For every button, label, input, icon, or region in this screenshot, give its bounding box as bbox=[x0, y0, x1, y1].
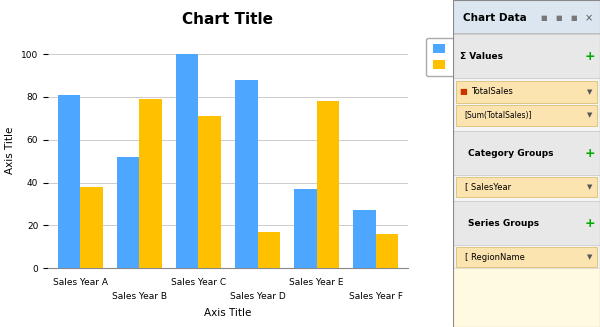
Bar bbox=[176, 54, 199, 268]
FancyBboxPatch shape bbox=[453, 268, 600, 327]
Text: Σ Values: Σ Values bbox=[460, 52, 503, 61]
FancyBboxPatch shape bbox=[456, 81, 597, 103]
Text: ▼: ▼ bbox=[587, 112, 592, 118]
FancyBboxPatch shape bbox=[453, 34, 600, 78]
Text: Sales Year D: Sales Year D bbox=[230, 292, 286, 301]
Title: Chart Title: Chart Title bbox=[182, 12, 274, 27]
Bar bbox=[257, 232, 280, 268]
Text: Chart Data: Chart Data bbox=[463, 13, 527, 23]
Text: ■: ■ bbox=[459, 87, 467, 96]
Text: ▼: ▼ bbox=[587, 184, 592, 190]
FancyBboxPatch shape bbox=[456, 247, 597, 267]
Text: ■: ■ bbox=[570, 15, 577, 21]
Text: Sales Year C: Sales Year C bbox=[171, 278, 226, 286]
FancyBboxPatch shape bbox=[453, 0, 600, 33]
Text: +: + bbox=[584, 217, 595, 230]
Text: TotalSales: TotalSales bbox=[470, 87, 512, 96]
Text: Category Groups: Category Groups bbox=[468, 148, 553, 158]
FancyBboxPatch shape bbox=[456, 105, 597, 126]
X-axis label: Axis Title: Axis Title bbox=[205, 308, 251, 318]
Text: ■: ■ bbox=[541, 15, 547, 21]
FancyBboxPatch shape bbox=[453, 131, 600, 175]
Bar bbox=[294, 189, 317, 268]
Text: ■: ■ bbox=[556, 15, 562, 21]
Text: Sales Year F: Sales Year F bbox=[349, 292, 403, 301]
Text: Sales Year E: Sales Year E bbox=[289, 278, 344, 286]
Legend: Region Name A, Region Name B: Region Name A, Region Name B bbox=[427, 38, 539, 76]
Text: +: + bbox=[584, 146, 595, 160]
Bar bbox=[376, 234, 398, 268]
Text: ▼: ▼ bbox=[587, 254, 592, 260]
Bar bbox=[117, 157, 139, 268]
Text: ×: × bbox=[584, 13, 592, 23]
Bar bbox=[139, 99, 162, 268]
Text: [ SalesYear: [ SalesYear bbox=[465, 182, 511, 191]
Bar bbox=[199, 116, 221, 268]
Y-axis label: Axis Title: Axis Title bbox=[5, 127, 16, 174]
Text: Series Groups: Series Groups bbox=[468, 219, 539, 228]
Bar bbox=[58, 95, 80, 268]
Text: +: + bbox=[584, 50, 595, 63]
Bar bbox=[353, 210, 376, 268]
Text: Sales Year B: Sales Year B bbox=[112, 292, 167, 301]
Bar bbox=[235, 80, 257, 268]
Bar bbox=[317, 101, 339, 268]
Text: [Sum(TotalSales)]: [Sum(TotalSales)] bbox=[465, 111, 532, 120]
FancyBboxPatch shape bbox=[456, 177, 597, 197]
FancyBboxPatch shape bbox=[453, 0, 600, 327]
Text: Sales Year A: Sales Year A bbox=[53, 278, 108, 286]
FancyBboxPatch shape bbox=[453, 201, 600, 245]
Text: ▼: ▼ bbox=[587, 89, 592, 95]
Text: [ RegionName: [ RegionName bbox=[465, 252, 524, 262]
Bar bbox=[80, 187, 103, 268]
